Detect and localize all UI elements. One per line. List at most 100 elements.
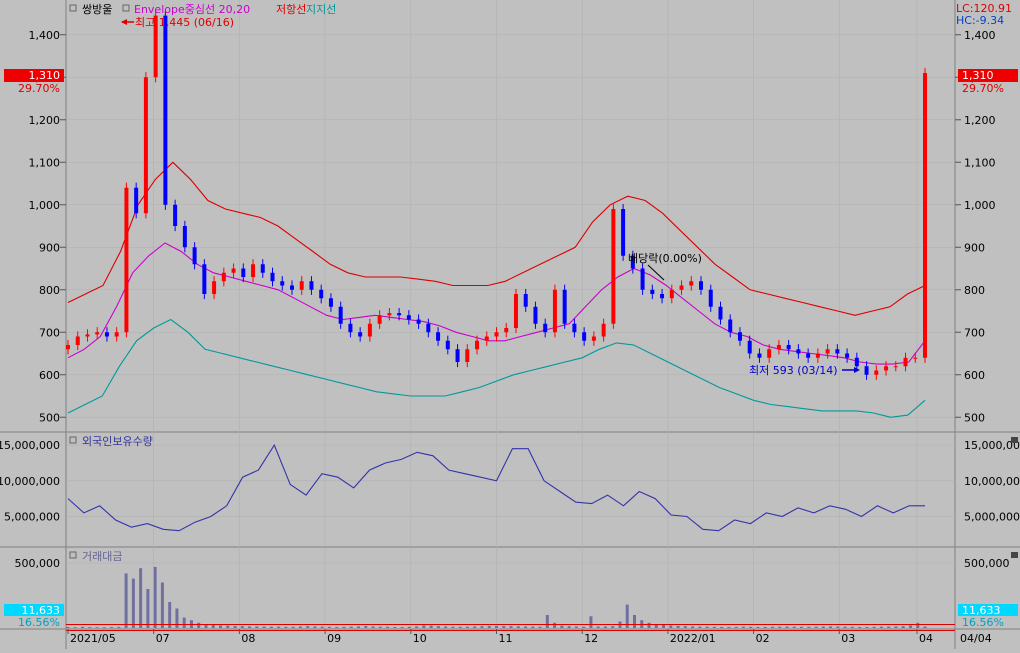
legend-support: 지지선 [306,3,336,16]
candle-body [104,332,109,337]
price-badge-right-value: 1,310 [962,69,994,82]
turnover-bar [327,626,331,628]
candle-body [387,313,392,316]
turnover-bar [204,624,208,628]
candle-body [406,315,411,320]
y-tick-label: 500,000 [964,557,1010,570]
candle-body [757,353,762,358]
turnover-bar [632,615,636,628]
turnover-bar [393,626,397,628]
turnover-bar [160,582,164,628]
turnover-bar [821,626,825,628]
candle-body [231,268,236,273]
candle-body [66,345,70,350]
turnover-series [66,566,955,631]
turnover-bar [603,626,607,628]
panel-maximize-icon[interactable] [1011,552,1018,558]
candle-body [241,268,246,277]
turnover-bar [124,573,128,628]
candle-body [173,204,178,226]
candle-body [854,357,859,367]
grid-lines [66,0,955,629]
x-tick-label: 04 [919,632,933,645]
turnover-bar [516,626,520,628]
foreign-holdings-path [67,443,925,532]
y-tick-label: 5,000,000 [964,510,1020,523]
candle-body [776,345,781,350]
corner-hc: HC:-9.34 [956,14,1004,27]
annotation-dividend: 배당락(0.00%) [628,252,702,265]
turnover-bar [110,627,114,628]
candle-body [543,323,548,333]
y-tick-label: 900 [39,241,60,254]
turnover-bar [349,626,353,628]
turnover-bar [95,627,99,629]
legend-checkbox-icon[interactable] [69,4,77,12]
turnover-bar [916,622,920,628]
support-line [67,318,926,418]
candle-body [923,73,927,358]
turnover-bar [429,625,433,628]
turnover-bar [407,626,411,628]
turnover-bar [589,616,593,628]
turnover-bar [654,624,658,628]
y-tick-label: 800 [39,284,60,297]
annotation-high: 최고 1,445 (06/16) [135,16,234,29]
turnover-bar [444,626,448,628]
candle-body [640,268,645,290]
candle-body [679,285,684,290]
turnover-bar [197,622,201,628]
candle-body [192,247,197,265]
candle-body [445,340,450,350]
candle-body [699,281,704,290]
turnover-bar [284,626,288,628]
candle-body [728,319,733,333]
turnover-bar [473,626,477,628]
panel-maximize-icon[interactable] [1011,437,1018,443]
turnover-bar [386,626,390,628]
legend-resistance: 저항선 [276,3,306,16]
turnover-bar [495,625,498,628]
candle-body [815,353,820,358]
candle-body [562,289,567,324]
dividend-pointer-icon [647,264,665,281]
candle-body [572,323,577,333]
candle-body [475,340,480,350]
candle-body [523,294,528,307]
x-tick-label: 12 [584,632,598,645]
candle-body [465,349,470,362]
turnover-bar [908,625,912,628]
high-arrow-head-icon [121,19,127,25]
turnover-bar [596,626,600,628]
resistance-line [67,161,926,316]
foreign-holdings-series [67,443,925,532]
price-badge-left [4,69,64,82]
turnover-bar [669,625,673,628]
support-path [67,318,926,418]
panel-checkbox-icon[interactable] [69,436,77,444]
candle-body [864,366,869,375]
turnover-bar [582,626,586,628]
candle-body [903,357,908,367]
x-tick-label: 09 [327,632,341,645]
candle-body [212,281,217,294]
y-tick-label: 700 [39,326,60,339]
candle-body [621,209,626,256]
corner-lc: LC:120.91 [956,2,1012,15]
turnover-bar [553,622,557,628]
candle-body [786,345,791,350]
turnover-bar [720,626,724,628]
panel-checkbox-icon[interactable] [69,551,77,559]
candle-body [397,313,402,316]
turnover-bar [73,627,77,629]
turnover-bar [422,625,426,628]
turnover-bar [662,624,666,628]
legend-envelope: Envelope중심선 20,20 [134,3,250,16]
turnover-bar [146,589,150,628]
legend-checkbox-icon[interactable] [122,4,130,12]
candle-body [143,77,148,214]
candlestick-series [66,10,927,380]
candle-body [319,289,324,299]
